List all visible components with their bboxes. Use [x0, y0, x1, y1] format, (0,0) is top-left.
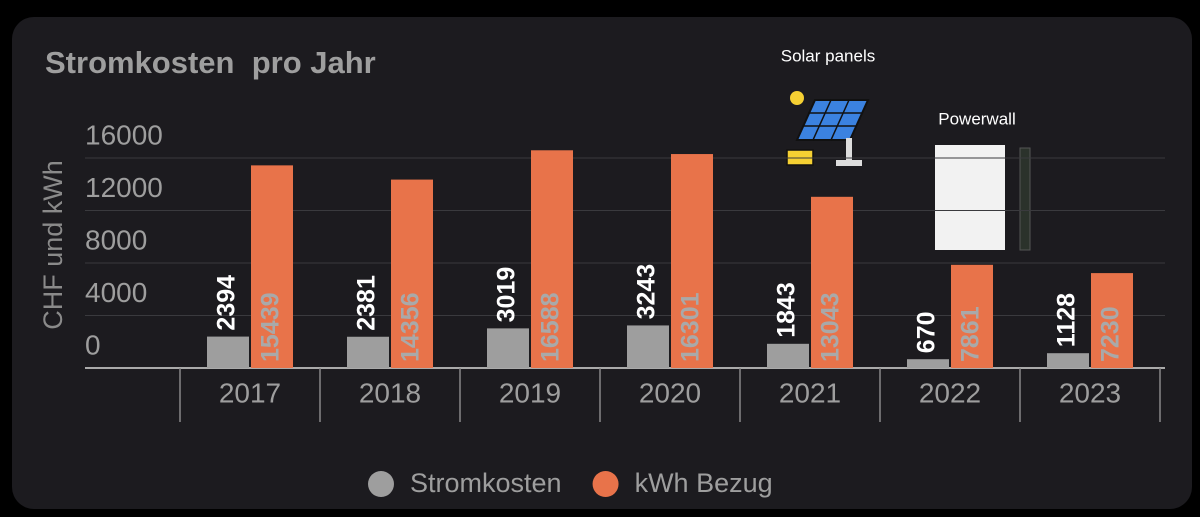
bar — [1091, 273, 1133, 368]
y-tick-label: 12000 — [85, 172, 163, 203]
data-label: 2394 — [213, 275, 241, 331]
annotation: Powerwall — [938, 109, 1015, 128]
x-tick-label: 2020 — [639, 377, 701, 408]
bar — [347, 336, 389, 368]
y-tick-label: 0 — [85, 329, 101, 360]
y-tick-label: 16000 — [85, 119, 163, 150]
x-tick-label: 2019 — [499, 377, 561, 408]
x-tick-label: 2018 — [359, 377, 421, 408]
data-label: 2381 — [353, 275, 381, 331]
y-tick-label: 4000 — [85, 277, 147, 308]
x-tick-label: 2023 — [1059, 377, 1121, 408]
data-label: 7230 — [1097, 306, 1125, 362]
x-tick-label: 2021 — [779, 377, 841, 408]
y-tick-label: 8000 — [85, 224, 147, 255]
legend-label: Stromkosten — [410, 468, 562, 498]
bar — [1047, 353, 1089, 368]
data-label: 3019 — [493, 267, 521, 323]
data-label: 1843 — [773, 282, 801, 338]
data-label: 1128 — [1053, 293, 1081, 347]
bar — [391, 179, 433, 368]
data-label: 14356 — [397, 292, 425, 362]
bar — [627, 325, 669, 368]
bar — [811, 196, 853, 368]
data-label: 16301 — [677, 292, 705, 362]
powerwall-icon — [935, 145, 1031, 251]
annotation: Solar panels — [781, 46, 876, 65]
y-axis-title: CHF und kWh — [38, 160, 68, 330]
data-label: 16588 — [537, 292, 565, 362]
chart-title: Stromkosten pro Jahr — [45, 45, 376, 80]
bar — [767, 343, 809, 368]
bar — [207, 336, 249, 368]
bar — [951, 264, 993, 368]
bar — [671, 154, 713, 368]
bar — [251, 165, 293, 368]
bar — [531, 150, 573, 368]
legend-label: kWh Bezug — [635, 468, 773, 498]
bar — [487, 328, 529, 368]
legend-swatch — [592, 471, 619, 497]
data-label: 7861 — [957, 306, 985, 362]
data-label: 3243 — [633, 264, 661, 320]
x-tick-label: 2022 — [919, 377, 981, 408]
data-label: 15439 — [257, 292, 285, 362]
bar — [907, 359, 949, 368]
data-label: 670 — [913, 311, 941, 353]
x-tick-label: 2017 — [219, 377, 281, 408]
legend-swatch — [368, 471, 394, 497]
data-label: 13043 — [817, 292, 845, 362]
